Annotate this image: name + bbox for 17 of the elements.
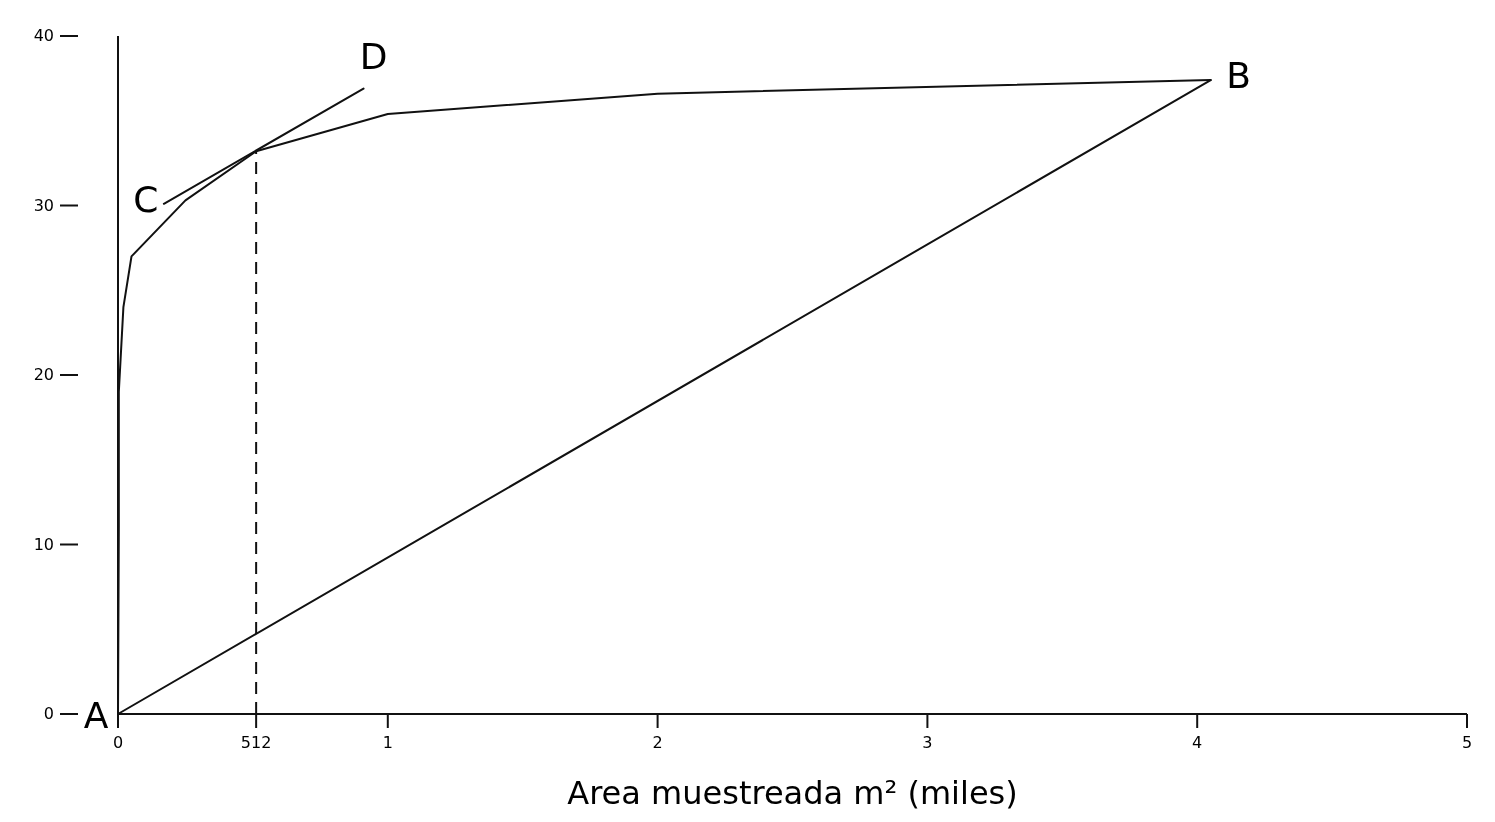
annotation: D xyxy=(359,35,388,77)
y-tick-label: 20 xyxy=(33,365,54,384)
y-tick-label: 30 xyxy=(33,195,54,215)
x-tick-label: 2 xyxy=(652,733,663,752)
x-tick-label: 5 xyxy=(1461,733,1473,752)
ref-line-label: 512 xyxy=(240,733,272,752)
annotation: A xyxy=(83,695,109,736)
y-tick-label: 40 xyxy=(33,26,54,45)
x-tick-label: 3 xyxy=(922,733,933,752)
x-tick-label: 1 xyxy=(382,733,393,752)
annotation: B xyxy=(1226,55,1252,97)
x-tick-label: 0 xyxy=(112,733,124,752)
x-tick-label: 4 xyxy=(1192,733,1203,752)
y-tick-label: 0 xyxy=(43,704,54,723)
annotation: C xyxy=(133,178,159,220)
y-tick-label: 10 xyxy=(33,534,54,554)
x-axis-title: Area muestreada m² (miles) xyxy=(567,774,1018,812)
